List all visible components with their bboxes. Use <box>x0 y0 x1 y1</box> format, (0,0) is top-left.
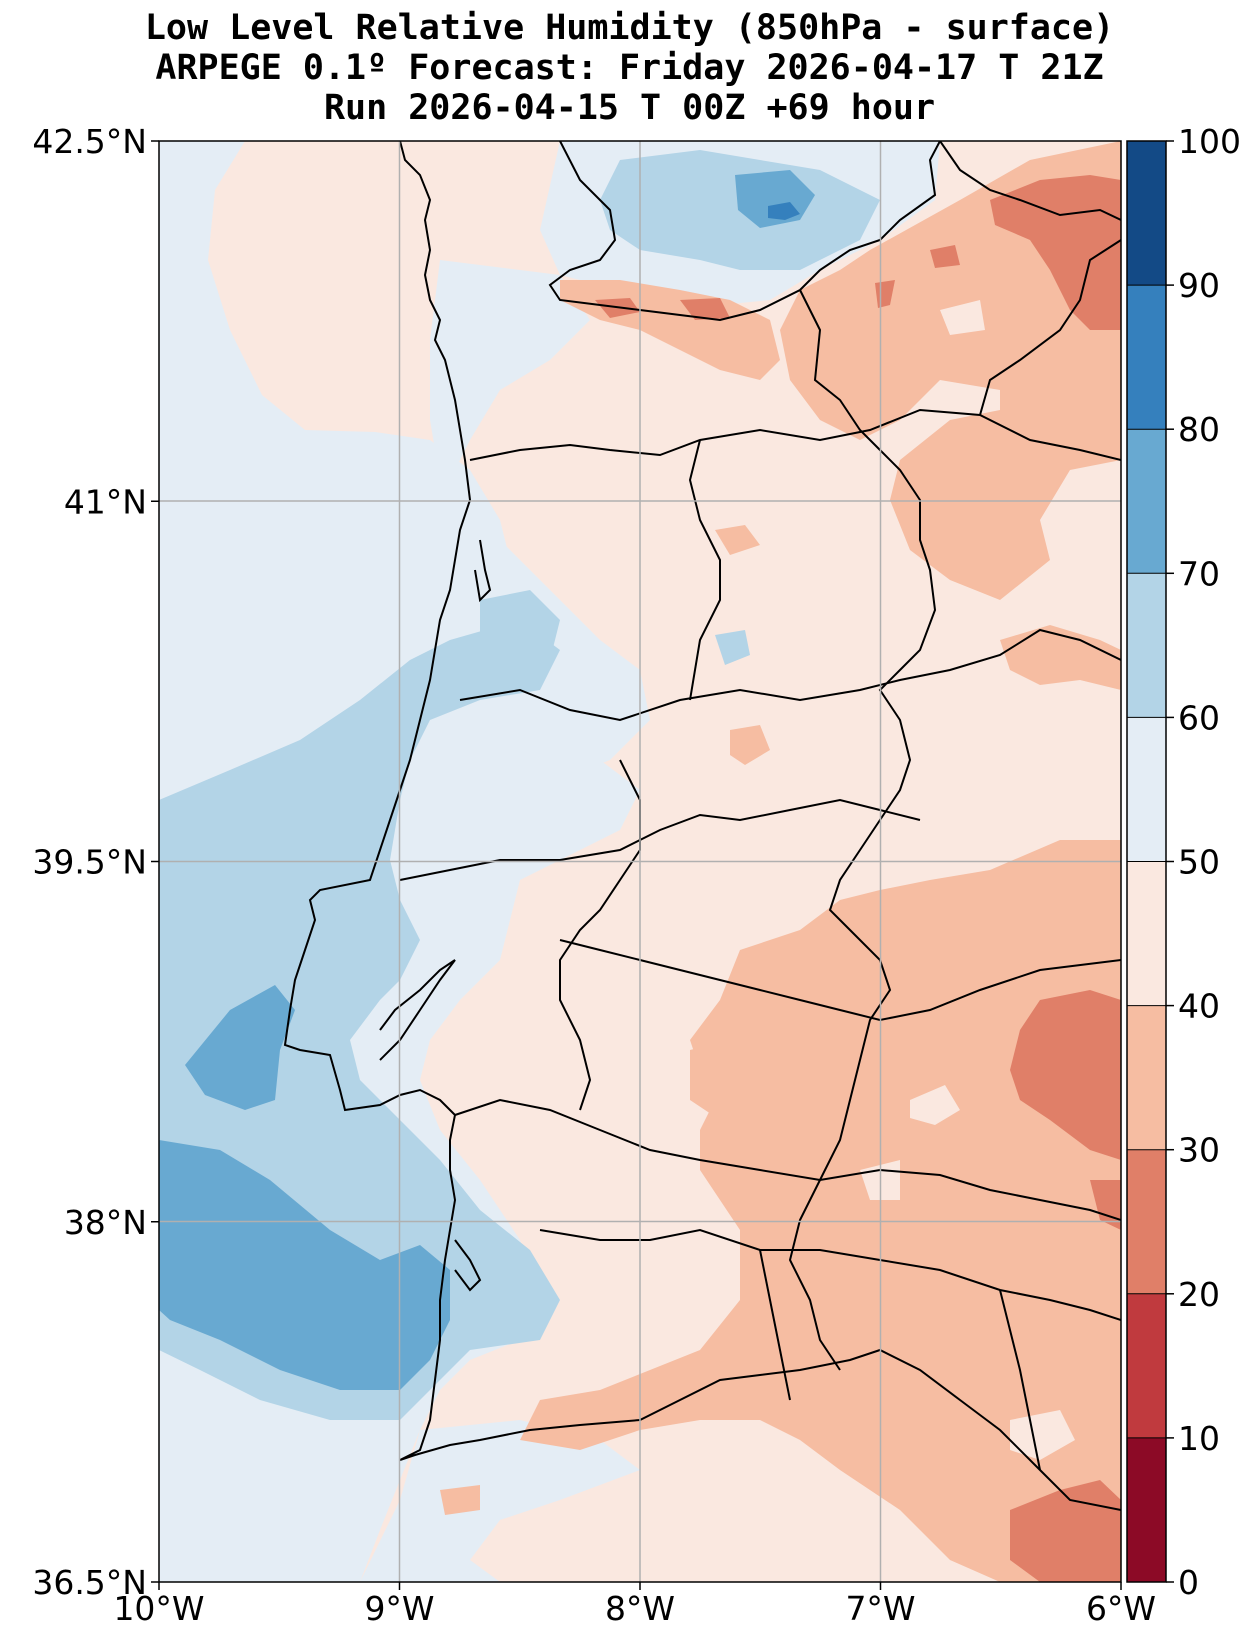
colorbar-segment <box>1127 717 1166 862</box>
field-60-70-inland-2 <box>715 630 750 665</box>
field-40-50-hole-4 <box>940 300 985 335</box>
border-district-8 <box>688 439 721 701</box>
colorbar-segment <box>1127 141 1166 286</box>
colorbar-segment <box>1127 861 1166 1006</box>
colorbar-segment <box>1127 1437 1166 1582</box>
border-district-2 <box>459 628 1121 722</box>
colorbar-label: 10 <box>1178 1419 1220 1458</box>
title-line-1: Low Level Relative Humidity (850hPa - su… <box>144 8 1115 48</box>
field-20-30-ne <box>990 175 1121 330</box>
field-20-30-n2 <box>680 298 730 320</box>
colorbar-label: 60 <box>1178 698 1220 737</box>
border-spain-north <box>548 141 941 322</box>
field-40-50-hole-2 <box>1010 1410 1075 1460</box>
colorbar-segment <box>1127 1293 1166 1438</box>
sado-estuary <box>454 1239 482 1292</box>
title-line-3: Run 2026-04-15 T 00Z +69 hour <box>323 88 936 128</box>
lat-tick-label: 36.5°N <box>32 1563 147 1602</box>
field-30-40-ne <box>780 141 1121 600</box>
colorbar-segment <box>1127 573 1166 718</box>
colorbar-segment <box>1127 429 1166 574</box>
colorbar-frame <box>1126 140 1167 1583</box>
field-30-40-small-2 <box>440 1485 480 1515</box>
colorbar-label: 70 <box>1178 554 1220 593</box>
field-30-40-s <box>520 840 1121 1582</box>
border-district-9 <box>759 1249 791 1401</box>
colorbar-segment <box>1127 1149 1166 1294</box>
border-district-11 <box>979 239 1121 416</box>
field-50-60-south <box>360 1420 640 1582</box>
lon-tick-label: 9°W <box>364 1589 434 1628</box>
colorbar-label: 30 <box>1178 1131 1220 1170</box>
lat-tick-label: 42.5°N <box>32 122 147 161</box>
field-30-40-small-1 <box>730 725 770 765</box>
colorbar-label: 50 <box>1178 843 1220 882</box>
title-line-2: ARPEGE 0.1º Forecast: Friday 2026-04-17 … <box>155 48 1104 88</box>
border-district-5 <box>454 1098 1121 1221</box>
field-20-30-se <box>1010 990 1121 1160</box>
aveiro-lagoon <box>474 539 492 603</box>
field-60-70-inland-1 <box>480 590 560 670</box>
lon-tick-label: 8°W <box>605 1589 675 1628</box>
border-portugal-spain-east <box>939 141 1121 221</box>
colorbar-label: 0 <box>1178 1563 1199 1602</box>
field-40-50-hole-1 <box>910 1085 960 1125</box>
colorbar-label: 80 <box>1178 410 1220 449</box>
field-30-40-small-3 <box>715 525 760 555</box>
lon-tick-label: 6°W <box>1086 1589 1156 1628</box>
field-80-90-n <box>768 202 800 220</box>
colorbar-label: 90 <box>1178 266 1220 305</box>
lat-tick-label: 39.5°N <box>32 843 147 882</box>
colorbar-label: 20 <box>1178 1275 1220 1314</box>
colorbar: 0 10 20 30 40 50 60 70 80 90 100 <box>1126 122 1241 1602</box>
lon-tick-label: 7°W <box>845 1589 915 1628</box>
tagus-estuary <box>379 959 456 1061</box>
lon-tick-label: 10°W <box>113 1589 204 1628</box>
colorbar-label: 100 <box>1178 122 1241 161</box>
field-30-40-c <box>690 1040 760 1120</box>
border-district-6 <box>539 1228 1121 1321</box>
field-70-80-sw <box>159 1140 450 1390</box>
latitude-labels: 42.5°N 41°N 39.5°N 38°N 36.5°N <box>32 122 159 1602</box>
colorbar-segment <box>1127 285 1166 430</box>
field-20-30-n3 <box>930 245 960 268</box>
longitude-labels: 10°W 9°W 8°W 7°W 6°W <box>113 1582 1156 1628</box>
field-30-40-e <box>1000 625 1121 690</box>
gridlines <box>159 141 1121 1582</box>
map-title: Low Level Relative Humidity (850hPa - su… <box>0 8 1259 128</box>
colorbar-label: 40 <box>1178 987 1220 1026</box>
border-east-1 <box>788 289 937 1371</box>
colorbar-segment <box>1127 1005 1166 1150</box>
lat-tick-label: 38°N <box>64 1203 147 1242</box>
border-district-10 <box>999 1289 1041 1471</box>
field-70-80-w <box>185 985 295 1110</box>
border-district-1 <box>469 408 1121 461</box>
lat-tick-label: 41°N <box>64 482 147 521</box>
